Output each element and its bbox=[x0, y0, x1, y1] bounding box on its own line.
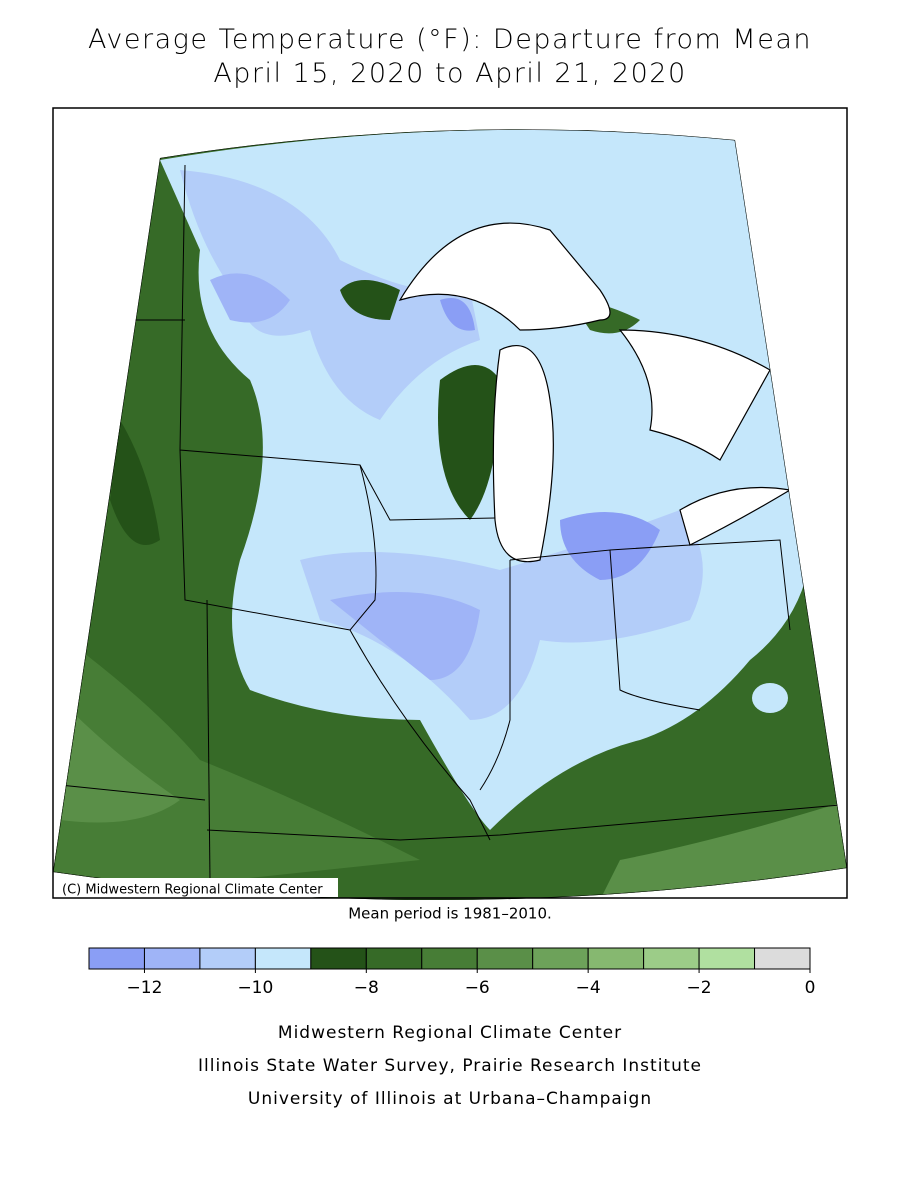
colorbar-tick-label: −2 bbox=[687, 978, 712, 998]
footer-line: Midwestern Regional Climate Center bbox=[278, 1023, 622, 1043]
subtitle: April 15, 2020 to April 21, 2020 bbox=[213, 58, 686, 89]
footer-line: Illinois State Water Survey, Prairie Res… bbox=[198, 1056, 702, 1076]
colorbar-bin bbox=[310, 947, 367, 970]
colorbar-tick-label: −12 bbox=[127, 978, 163, 998]
footer-line: University of Illinois at Urbana–Champai… bbox=[248, 1089, 652, 1109]
colorbar-bin bbox=[698, 947, 756, 970]
temperature-map bbox=[53, 129, 847, 901]
mean-period-note: Mean period is 1981–2010. bbox=[348, 905, 552, 923]
colorbar-bin bbox=[254, 947, 312, 970]
colorbar-bin bbox=[365, 947, 423, 970]
credit: (C) Midwestern Regional Climate Center bbox=[62, 883, 323, 898]
colorbar-bin bbox=[532, 947, 589, 970]
colorbar-tick-label: −8 bbox=[354, 978, 379, 998]
colorbar-bin bbox=[476, 947, 534, 970]
colorbar-tick-label: 0 bbox=[805, 978, 816, 998]
title: Average Temperature (°F): Departure from… bbox=[88, 24, 812, 55]
credit-box bbox=[54, 878, 338, 897]
colorbar-tick-label: −6 bbox=[465, 978, 490, 998]
colorbar-bin bbox=[643, 947, 700, 970]
colorbar-bin bbox=[88, 947, 145, 970]
colorbar-bin bbox=[421, 947, 478, 970]
colorbar: −12 −10 −8 −6 −4 −2 0 bbox=[88, 947, 816, 998]
colorbar-bin bbox=[754, 947, 811, 970]
map-frame bbox=[52, 107, 848, 899]
colorbar-bin bbox=[143, 947, 201, 970]
state-borders bbox=[59, 164, 841, 881]
colorbar-tick-label: −4 bbox=[576, 978, 601, 998]
colorbar-bin bbox=[199, 947, 256, 970]
colorbar-tick-label: −10 bbox=[237, 978, 273, 998]
colorbar-bin bbox=[587, 947, 645, 970]
